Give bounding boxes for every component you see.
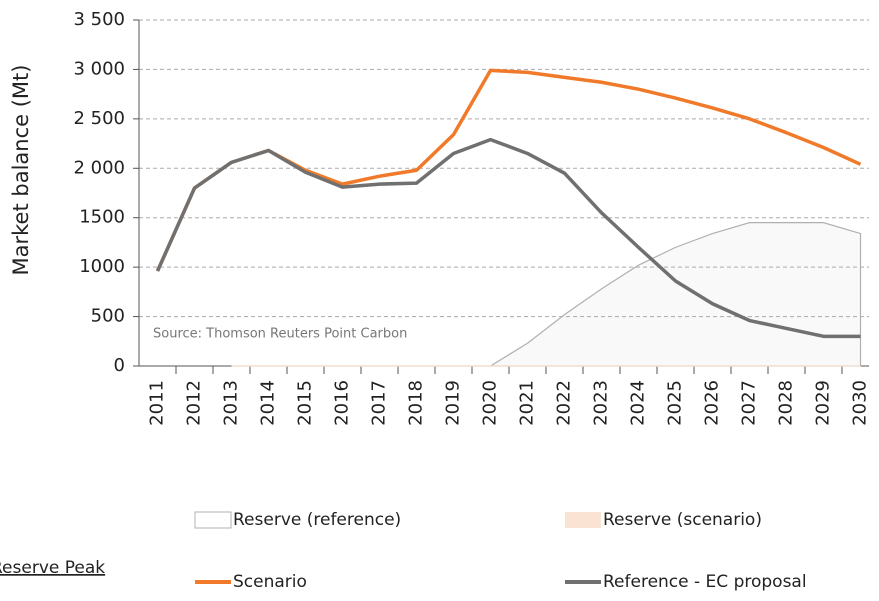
y-tick-label: 3 500 (73, 9, 125, 30)
area (231, 222, 862, 367)
x-tick-label: 2011 (147, 380, 168, 426)
y-tick-label: 2 500 (73, 108, 125, 129)
x-tick-label: 2020 (480, 380, 501, 426)
x-tick-label: 2024 (628, 380, 649, 426)
line (155, 137, 861, 339)
source-note: Source: Thomson Reuters Point Carbon (153, 327, 407, 342)
y-tick-label: 1500 (79, 207, 125, 228)
legend-swatch (194, 511, 232, 529)
annotation: Reserve Peak (0, 558, 105, 578)
x-tick-label: 2013 (221, 380, 242, 426)
x-tick-label: 2018 (406, 380, 427, 426)
x-tick-label: 2023 (591, 380, 612, 426)
x-tick-label: 2029 (813, 380, 834, 426)
x-tick-label: 2019 (443, 380, 464, 426)
x-tick-label: 2028 (776, 380, 797, 426)
y-axis-label: Market balance (Mt) (9, 65, 33, 276)
y-tick-label: 0 (114, 355, 125, 376)
x-tick-label: 2021 (517, 380, 538, 426)
x-tick-label: 2027 (739, 380, 760, 426)
x-tick-label: 2022 (554, 380, 575, 426)
legend-label: Reserve (scenario) (603, 510, 762, 530)
legend-label: Reference - EC proposal (603, 572, 807, 592)
legend-label: Reserve (reference) (233, 510, 401, 530)
x-tick-label: 2025 (665, 380, 686, 426)
x-tick-label: 2014 (258, 380, 279, 426)
y-tick-label: 2 000 (73, 157, 125, 178)
x-tick-label: 2030 (850, 380, 871, 426)
legend-swatch (565, 512, 601, 528)
y-tick-label: 1000 (79, 256, 125, 277)
y-tick-label: 3 000 (73, 58, 125, 79)
x-tick-label: 2017 (369, 380, 390, 426)
x-tick-label: 2012 (184, 380, 205, 426)
x-tick-label: 2015 (295, 380, 316, 426)
legend-label: Scenario (233, 572, 307, 592)
x-tick-label: 2016 (332, 380, 353, 426)
y-tick-label: 500 (91, 306, 125, 327)
x-tick-label: 2026 (702, 380, 723, 426)
